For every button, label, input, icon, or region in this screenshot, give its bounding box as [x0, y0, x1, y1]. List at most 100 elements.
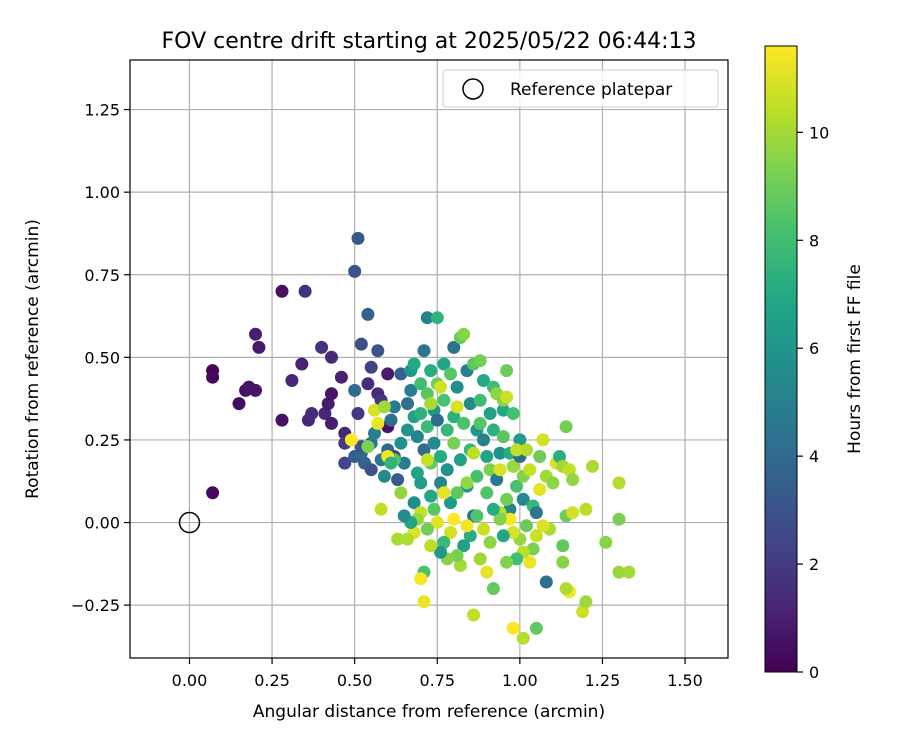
data-point	[348, 264, 362, 278]
data-point	[420, 453, 434, 467]
x-tick-label: 1.25	[585, 671, 621, 690]
data-point	[361, 377, 375, 391]
data-point	[496, 430, 510, 444]
data-point	[523, 555, 537, 569]
y-tick-label: −0.25	[71, 596, 120, 615]
data-point	[503, 512, 517, 526]
data-point	[506, 407, 520, 420]
data-point	[381, 367, 395, 381]
data-point	[414, 476, 428, 490]
data-point	[394, 367, 408, 381]
data-point	[510, 443, 524, 457]
plot-frame	[129, 59, 729, 659]
data-point	[566, 506, 580, 520]
data-point	[384, 456, 398, 470]
data-point	[364, 360, 378, 374]
data-point	[249, 383, 262, 397]
data-point	[529, 621, 543, 635]
data-point	[410, 430, 424, 444]
data-point	[371, 344, 385, 358]
data-point	[500, 492, 514, 506]
data-point	[480, 565, 494, 579]
data-point	[529, 529, 543, 543]
data-point	[447, 340, 461, 354]
data-point	[397, 509, 411, 523]
data-point	[424, 364, 438, 378]
data-point	[430, 311, 444, 325]
data-point	[437, 535, 451, 549]
data-point	[354, 337, 368, 351]
data-point	[374, 502, 388, 516]
colorbar-tick-label: 6	[809, 339, 819, 358]
data-point	[424, 539, 438, 553]
data-point	[460, 519, 474, 533]
data-point	[401, 397, 414, 411]
data-point	[249, 327, 262, 341]
data-point	[384, 413, 398, 427]
data-point	[622, 565, 636, 579]
data-point	[526, 542, 540, 556]
data-point	[417, 595, 431, 609]
data-point	[533, 483, 547, 496]
data-point	[368, 403, 381, 417]
data-point	[546, 476, 560, 490]
data-point	[325, 350, 338, 364]
data-point	[305, 407, 319, 420]
data-point	[576, 605, 590, 619]
data-point	[444, 367, 457, 381]
data-point	[285, 374, 299, 387]
data-point	[516, 492, 530, 506]
data-point	[463, 529, 477, 543]
data-point	[496, 529, 510, 543]
data-point	[434, 450, 448, 463]
data-point	[460, 476, 474, 490]
data-point	[444, 526, 457, 539]
data-point	[493, 512, 507, 526]
data-point	[523, 463, 537, 477]
data-point	[430, 413, 444, 427]
data-point	[417, 443, 431, 457]
data-point	[318, 407, 332, 420]
data-point	[440, 463, 454, 477]
data-point	[414, 572, 428, 586]
data-point	[391, 532, 405, 546]
data-point	[533, 450, 547, 463]
legend-reference-label: Reference platepar	[510, 80, 672, 100]
data-point	[470, 509, 484, 523]
data-point	[453, 453, 467, 467]
data-point	[520, 443, 533, 457]
data-point	[477, 522, 490, 536]
data-point	[513, 433, 527, 447]
data-point	[391, 473, 405, 487]
x-axis-ticks: 0.00 0.25 0.50 0.75 1.00 1.25 1.50	[172, 658, 703, 690]
data-point	[430, 516, 444, 529]
data-point	[348, 383, 362, 397]
data-point	[364, 463, 378, 477]
data-point	[434, 380, 448, 394]
data-point	[463, 397, 477, 411]
data-point	[420, 311, 434, 325]
data-point	[447, 436, 461, 450]
colorbar	[764, 45, 798, 673]
data-point	[424, 397, 438, 411]
data-point	[295, 357, 309, 371]
data-point	[417, 344, 431, 358]
data-point	[480, 450, 494, 463]
data-point	[424, 489, 438, 503]
colorbar-label: Hours from first FF file	[845, 264, 865, 454]
data-point	[232, 397, 246, 411]
data-point	[414, 407, 428, 420]
data-point	[351, 231, 365, 245]
data-point	[437, 486, 451, 500]
data-point	[371, 416, 385, 430]
data-point	[539, 575, 553, 589]
data-point	[351, 407, 365, 420]
data-point	[206, 486, 220, 500]
data-point	[510, 479, 524, 493]
data-point	[483, 535, 497, 549]
data-point	[397, 456, 411, 470]
x-axis-title: Angular distance from reference (arcmin)	[253, 702, 605, 722]
data-point	[506, 526, 520, 539]
data-point	[490, 473, 504, 487]
data-point	[486, 423, 500, 437]
